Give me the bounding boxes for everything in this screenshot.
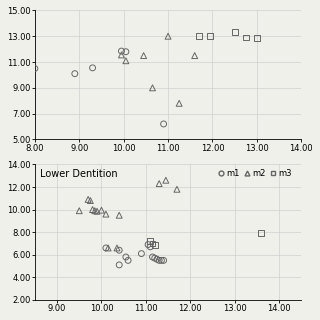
- Point: [177, 101, 182, 106]
- Point: [94, 209, 100, 214]
- Point: [90, 207, 95, 212]
- Point: [161, 258, 166, 263]
- Point: [156, 181, 162, 186]
- Point: [148, 244, 153, 249]
- Point: [165, 34, 171, 39]
- Point: [92, 208, 97, 213]
- Point: [103, 245, 108, 251]
- Point: [103, 212, 108, 217]
- Point: [159, 258, 164, 263]
- Point: [152, 256, 157, 261]
- Point: [192, 53, 197, 58]
- Point: [174, 187, 180, 192]
- Point: [161, 121, 166, 126]
- Point: [141, 53, 146, 58]
- Point: [123, 49, 128, 54]
- Point: [117, 262, 122, 268]
- Point: [156, 258, 162, 263]
- Point: [152, 242, 157, 247]
- Point: [208, 34, 213, 39]
- Point: [150, 85, 155, 91]
- Point: [88, 198, 93, 203]
- Point: [163, 178, 168, 183]
- Point: [32, 66, 37, 71]
- Point: [232, 30, 237, 35]
- Point: [139, 251, 144, 256]
- Point: [72, 71, 77, 76]
- Point: [99, 208, 104, 213]
- Point: [123, 58, 128, 63]
- Point: [115, 245, 120, 251]
- Point: [154, 257, 159, 262]
- Point: [196, 34, 202, 39]
- Point: [117, 248, 122, 253]
- Point: [123, 254, 128, 260]
- Point: [90, 65, 95, 70]
- Point: [259, 231, 264, 236]
- Point: [106, 245, 111, 251]
- Point: [77, 208, 82, 213]
- Point: [243, 35, 248, 40]
- Point: [150, 254, 155, 260]
- Point: [117, 213, 122, 218]
- Point: [148, 239, 153, 244]
- Point: [150, 241, 155, 246]
- Point: [85, 197, 91, 202]
- Point: [119, 52, 124, 58]
- Point: [119, 49, 124, 54]
- Text: Lower Dentition: Lower Dentition: [40, 169, 118, 179]
- Point: [146, 242, 151, 247]
- Point: [125, 258, 131, 263]
- Legend: m1, m2, m3: m1, m2, m3: [217, 169, 292, 178]
- Point: [254, 36, 260, 41]
